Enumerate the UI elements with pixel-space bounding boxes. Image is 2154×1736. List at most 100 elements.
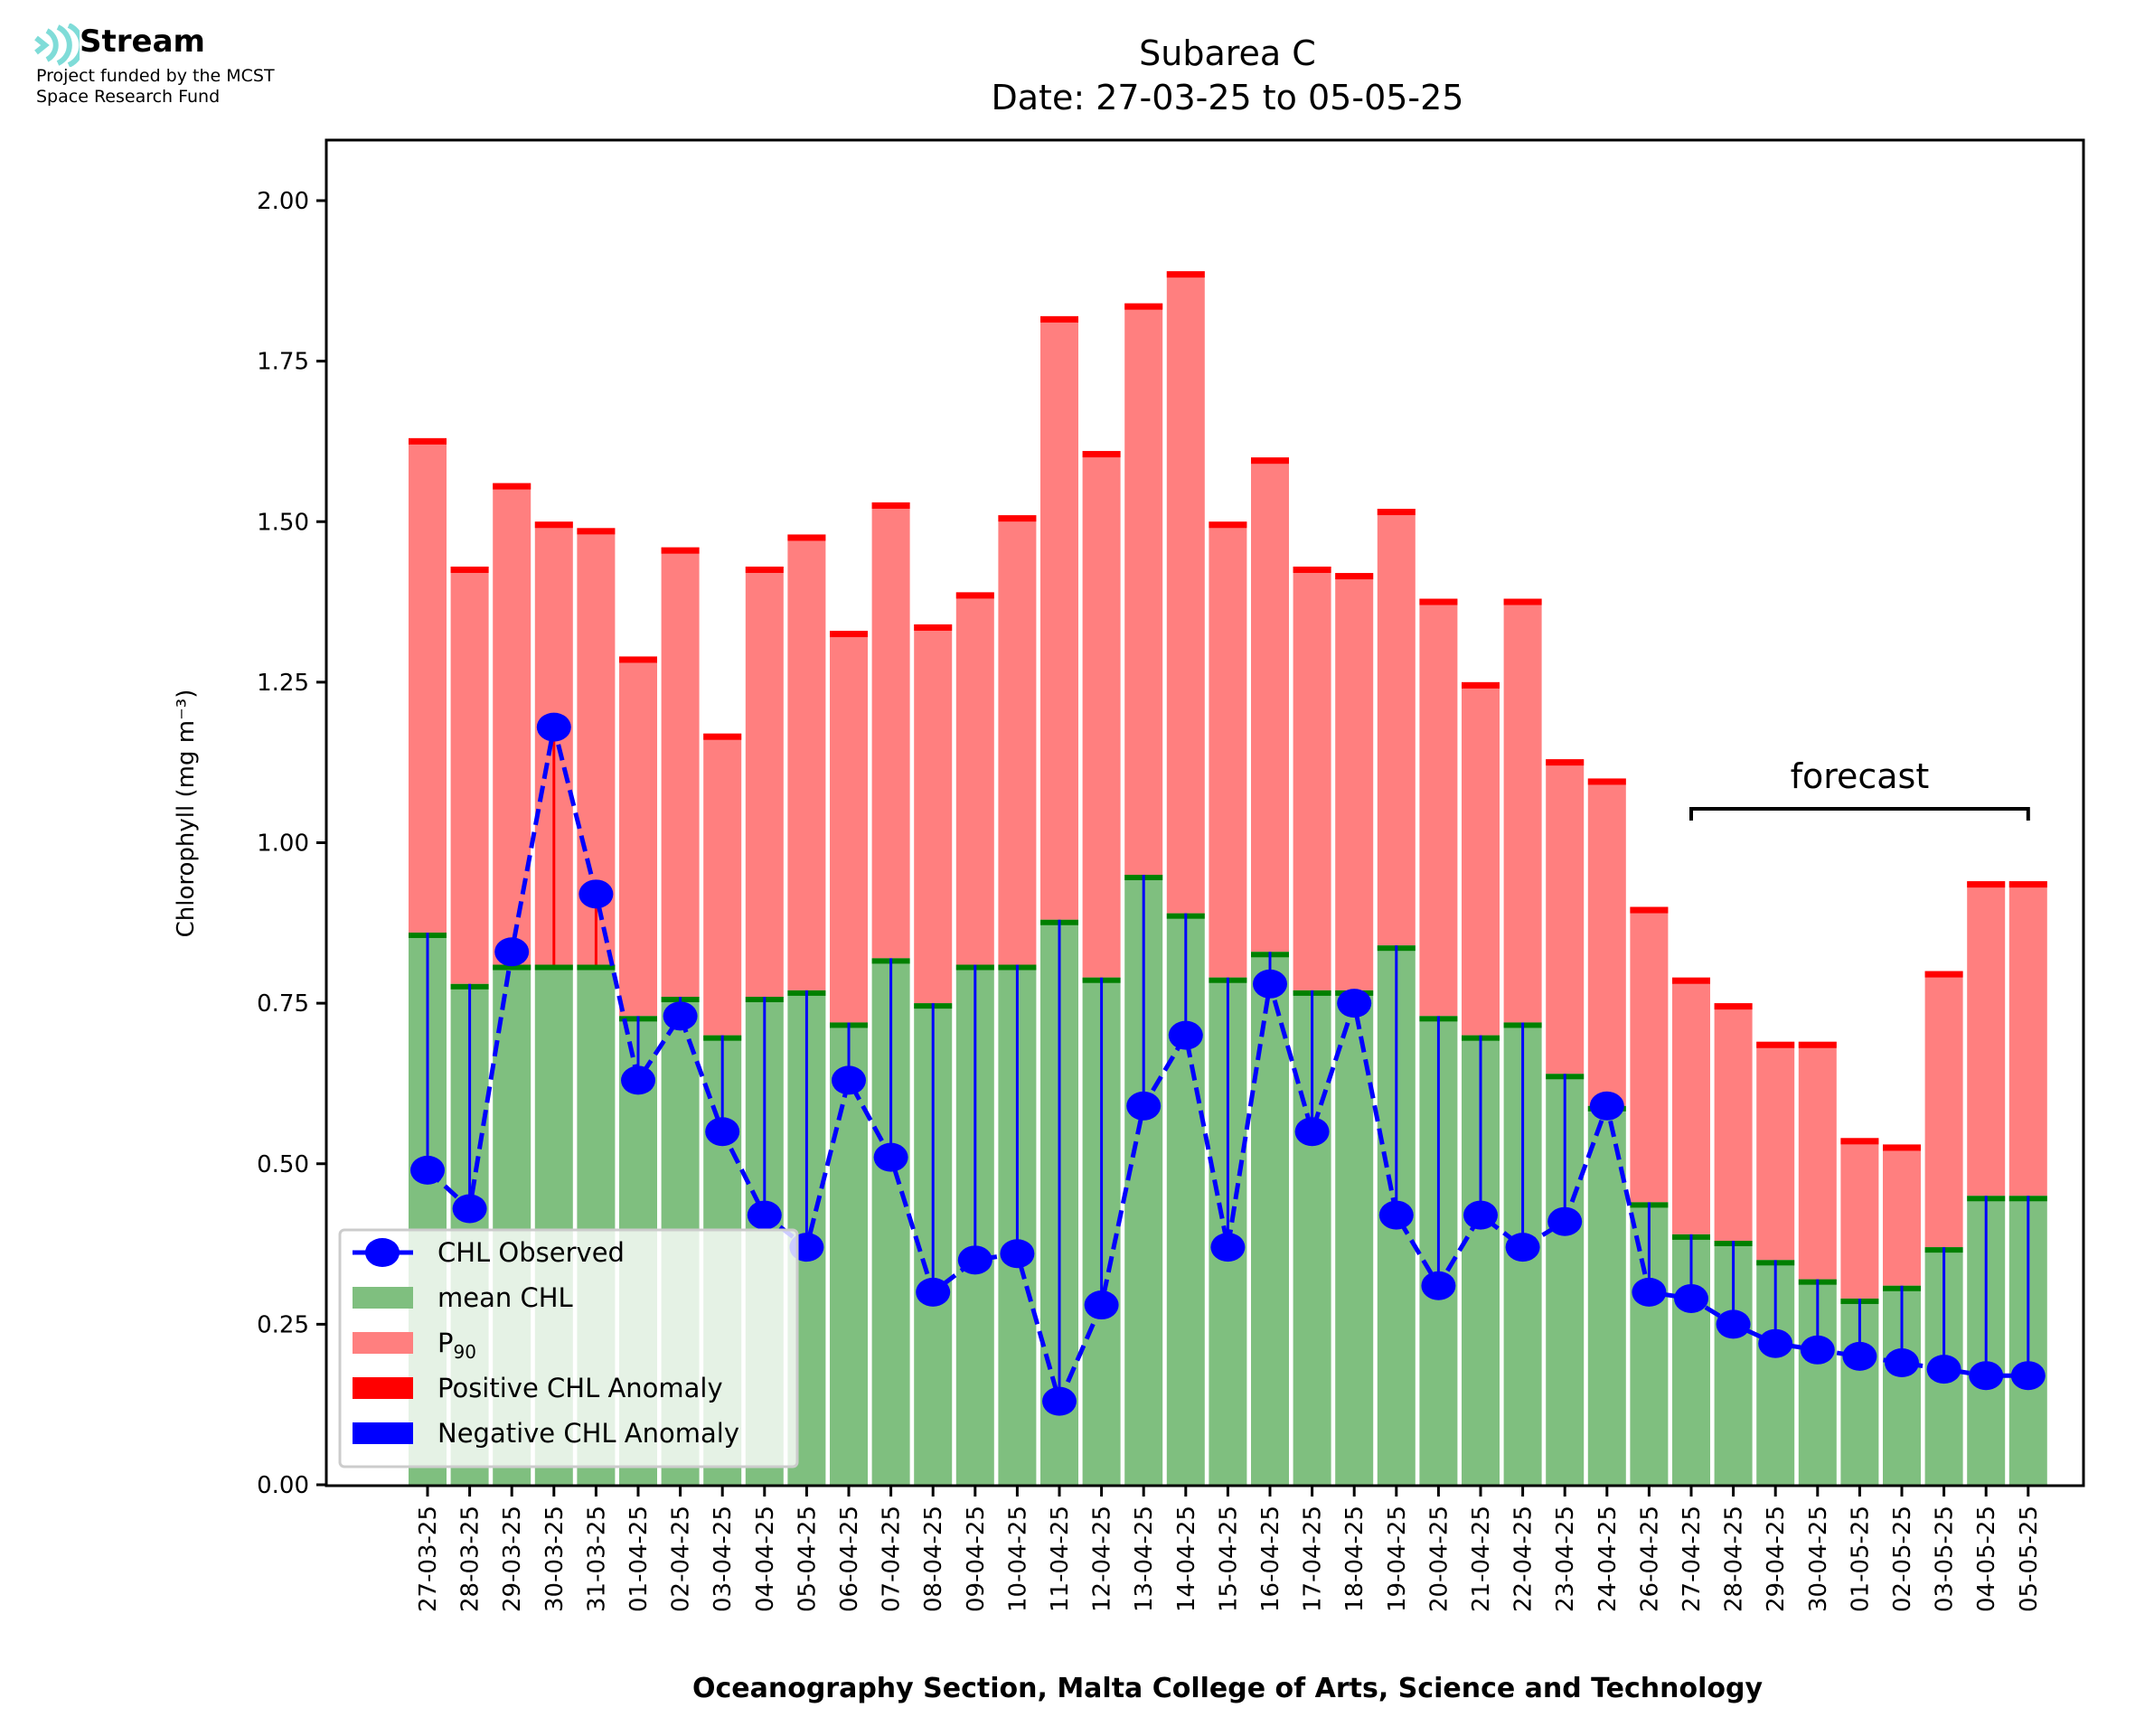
x-tick-label: 28-03-25 [457, 1506, 484, 1612]
x-tick-label: 01-04-25 [626, 1506, 653, 1612]
chl-observed-point [1547, 1206, 1583, 1236]
p90-bar [1587, 778, 1626, 1106]
x-tick-label: 29-03-25 [499, 1506, 526, 1612]
p90-bar-cap [745, 566, 784, 573]
x-tick-label: 30-03-25 [541, 1506, 569, 1612]
legend-patch-icon [353, 1287, 413, 1309]
p90-bar-cap [1082, 451, 1121, 458]
x-tick-label: 16-04-25 [1257, 1506, 1284, 1612]
chl-observed-point [1505, 1233, 1540, 1262]
p90-bar-cap [577, 528, 616, 535]
chl-observed-point [452, 1194, 487, 1224]
chl-observed-point [410, 1155, 445, 1185]
legend-box [338, 1228, 799, 1469]
x-tick-label: 31-03-25 [583, 1506, 610, 1612]
legend-label: mean CHL [437, 1282, 573, 1313]
x-tick-label: 30-04-25 [1805, 1506, 1832, 1612]
x-tick-label: 29-04-25 [1763, 1506, 1790, 1612]
chl-observed-point [1589, 1091, 1624, 1121]
x-tick-label: 20-04-25 [1425, 1506, 1453, 1612]
p90-bar-cap [1377, 509, 1416, 516]
y-tick-label: 0.75 [257, 990, 309, 1018]
x-tick-label: 04-05-25 [1973, 1506, 2000, 1612]
x-tick-label: 21-04-25 [1468, 1506, 1495, 1612]
x-tick-label: 03-04-25 [710, 1506, 737, 1612]
chl-observed-point [1084, 1290, 1119, 1320]
p90-bar [871, 502, 910, 959]
p90-bar [1251, 457, 1289, 952]
chl-observed-point [1042, 1386, 1077, 1416]
y-tick-label: 1.75 [257, 349, 309, 376]
x-tick-label: 14-04-25 [1173, 1506, 1200, 1612]
chl-observed-point [1842, 1341, 1877, 1371]
x-tick-label: 15-04-25 [1215, 1506, 1242, 1612]
p90-bar-cap [1672, 977, 1710, 984]
x-tick-label: 27-04-25 [1679, 1506, 1706, 1612]
chl-observed-point [1969, 1361, 2004, 1391]
x-tick-label: 06-04-25 [836, 1506, 863, 1612]
p90-bar [745, 566, 784, 998]
p90-bar [1293, 566, 1331, 990]
p90-bar-cap [1840, 1138, 1879, 1145]
chl-observed-point [1168, 1020, 1203, 1050]
chl-observed-point [832, 1065, 866, 1095]
p90-bar [830, 631, 868, 1023]
legend-label: Negative CHL Anomaly [437, 1418, 739, 1449]
y-tick-label: 2.00 [257, 188, 309, 215]
p90-bar-cap [1503, 598, 1542, 605]
chl-observed-point [916, 1277, 951, 1307]
p90-bar [914, 624, 953, 1004]
p90-bar-cap [1883, 1144, 1921, 1151]
p90-bar-cap [998, 515, 1037, 522]
chl-observed-point [578, 879, 614, 909]
p90-bar-cap [1293, 566, 1331, 573]
p90-bar-cap [1798, 1041, 1837, 1048]
x-axis-label: Oceanography Section, Malta College of A… [692, 1673, 1764, 1704]
legend-label: CHL Observed [437, 1237, 625, 1268]
p90-bar [1166, 271, 1205, 914]
y-axis-label: Chlorophyll (mg m⁻³) [173, 690, 200, 938]
p90-bar-cap [493, 483, 531, 490]
p90-bar [1840, 1138, 1879, 1299]
mean-chl-bar-cap [577, 964, 616, 971]
logo-funding-line-2: Space Research Fund [36, 87, 221, 107]
x-tick-label: 22-04-25 [1510, 1506, 1538, 1612]
x-tick-label: 10-04-25 [1004, 1506, 1031, 1612]
x-tick-label: 02-05-25 [1889, 1506, 1916, 1612]
mean-chl-bar [1587, 1105, 1626, 1485]
chart-subtitle: Date: 27-03-25 to 05-05-25 [992, 78, 1464, 117]
p90-bar [1040, 315, 1078, 920]
legend-label: Positive CHL Anomaly [437, 1373, 723, 1403]
x-tick-label: 05-04-25 [794, 1506, 821, 1612]
chl-observed-point [1294, 1117, 1330, 1147]
p90-bar [787, 534, 826, 990]
x-tick-label: 11-04-25 [1047, 1506, 1074, 1612]
legend-patch-icon [353, 1422, 413, 1444]
p90-bar [1546, 759, 1585, 1074]
logo-brand: Stream [80, 23, 205, 60]
chl-observed-point [1926, 1355, 1961, 1384]
chl-observed-point [1716, 1309, 1751, 1339]
y-tick-label: 1.50 [257, 509, 309, 536]
p90-bar-cap [1251, 457, 1289, 464]
p90-bar [1924, 971, 1963, 1248]
chl-observed-point [957, 1245, 992, 1275]
p90-bar [1714, 1003, 1753, 1242]
chl-observed-point [1674, 1283, 1708, 1313]
p90-bar-cap [1335, 573, 1374, 580]
y-tick-label: 0.50 [257, 1151, 309, 1178]
chl-observed-point [1378, 1200, 1414, 1230]
p90-bar-cap [1040, 315, 1078, 323]
p90-bar [1756, 1041, 1795, 1261]
p90-bar [619, 656, 657, 1017]
legend-patch-icon [353, 1377, 413, 1399]
p90-bar [1124, 303, 1163, 876]
p90-bar [1883, 1144, 1921, 1286]
x-tick-label: 02-04-25 [668, 1506, 695, 1612]
chl-observed-point [1337, 989, 1372, 1018]
chl-observed-point [1126, 1091, 1162, 1121]
p90-bar-cap [1419, 598, 1458, 605]
chl-observed-point [621, 1065, 655, 1095]
